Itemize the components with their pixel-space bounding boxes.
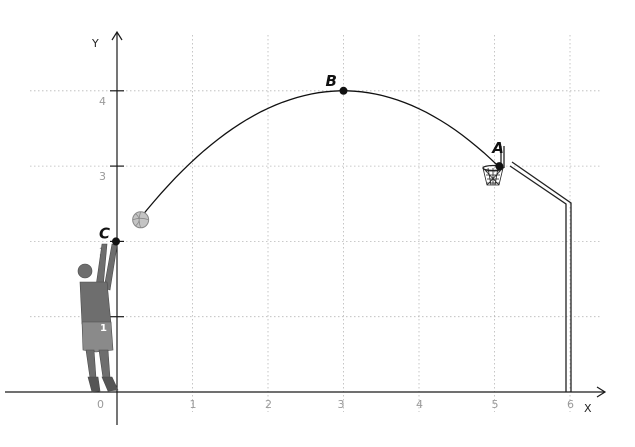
point-c-label: C (99, 224, 110, 242)
y-tick-label-3: 3 (99, 170, 106, 183)
x-tick-label-5: 5 (492, 398, 499, 411)
point-a-marker (495, 162, 504, 171)
basketball (132, 211, 150, 229)
hoop-post (509, 161, 572, 392)
player-torso (79, 281, 112, 325)
origin-label: 0 (97, 398, 104, 411)
basketball-hoop (482, 146, 572, 392)
point-c-marker (112, 237, 120, 246)
point-b-marker (339, 86, 348, 95)
x-tick-label-2: 2 (265, 398, 272, 411)
ball-trajectory (139, 90, 499, 220)
player-shorts (81, 321, 114, 353)
y-axis-label: Y (91, 37, 99, 50)
x-axis-label: X (584, 402, 592, 415)
player-shoes (87, 376, 119, 393)
y-axis-arrow (111, 30, 123, 41)
x-tick-label-1: 1 (190, 398, 197, 411)
point-a-label: A (491, 139, 504, 157)
basketball-player: 1 (77, 243, 119, 393)
x-tick-label-4: 4 (416, 398, 423, 411)
hoop-net (482, 167, 504, 186)
x-axis-arrow (596, 386, 607, 398)
grid (30, 35, 600, 412)
player-head (77, 263, 93, 279)
point-b-label: B (326, 72, 337, 90)
player-jersey-number: 1 (100, 323, 107, 334)
y-tick-label-4: 4 (99, 95, 106, 108)
x-tick-label-6: 6 (567, 398, 574, 411)
player-legs (85, 349, 111, 379)
x-tick-label-3: 3 (338, 398, 345, 411)
